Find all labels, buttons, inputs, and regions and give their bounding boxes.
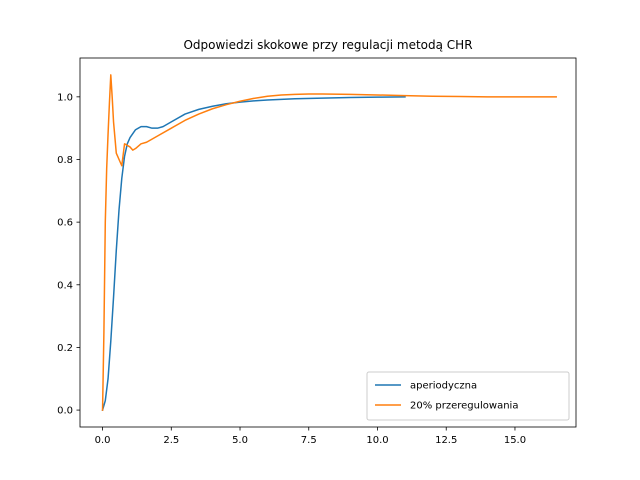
x-tick-label: 15.0	[504, 435, 526, 446]
x-tick-label: 0.0	[95, 435, 111, 446]
x-tick-label: 2.5	[163, 435, 179, 446]
series-line-1	[101, 74, 557, 411]
x-tick-label: 7.5	[301, 435, 317, 446]
y-tick-label: 0.6	[57, 218, 73, 229]
x-tick-label: 10.0	[366, 435, 388, 446]
chart-title: Odpowiedzi skokowe przy regulacji metodą…	[183, 38, 472, 52]
axes-frame	[79, 57, 577, 428]
y-tick-label: 0.0	[57, 406, 73, 417]
series-line-0	[101, 96, 406, 412]
y-tick-label: 0.8	[57, 155, 73, 166]
y-tick-label: 0.4	[57, 280, 73, 291]
y-tick-label: 1.0	[57, 92, 73, 103]
legend: aperiodyczna 20% przeregulowania	[366, 371, 570, 421]
x-tick-label: 5.0	[232, 435, 248, 446]
axis-ticks: 0.0 2.5 5.0 7.5 10.0 12.5 15.0 0.0 0.2 0.4 0.6 0.8 1…	[57, 92, 526, 446]
plot-area	[101, 74, 557, 412]
y-tick-label: 0.2	[57, 343, 73, 354]
legend-box	[366, 371, 570, 421]
legend-label-0: aperiodyczna	[410, 381, 477, 392]
legend-label-1: 20% przeregulowania	[410, 401, 518, 412]
x-tick-label: 12.5	[435, 435, 457, 446]
